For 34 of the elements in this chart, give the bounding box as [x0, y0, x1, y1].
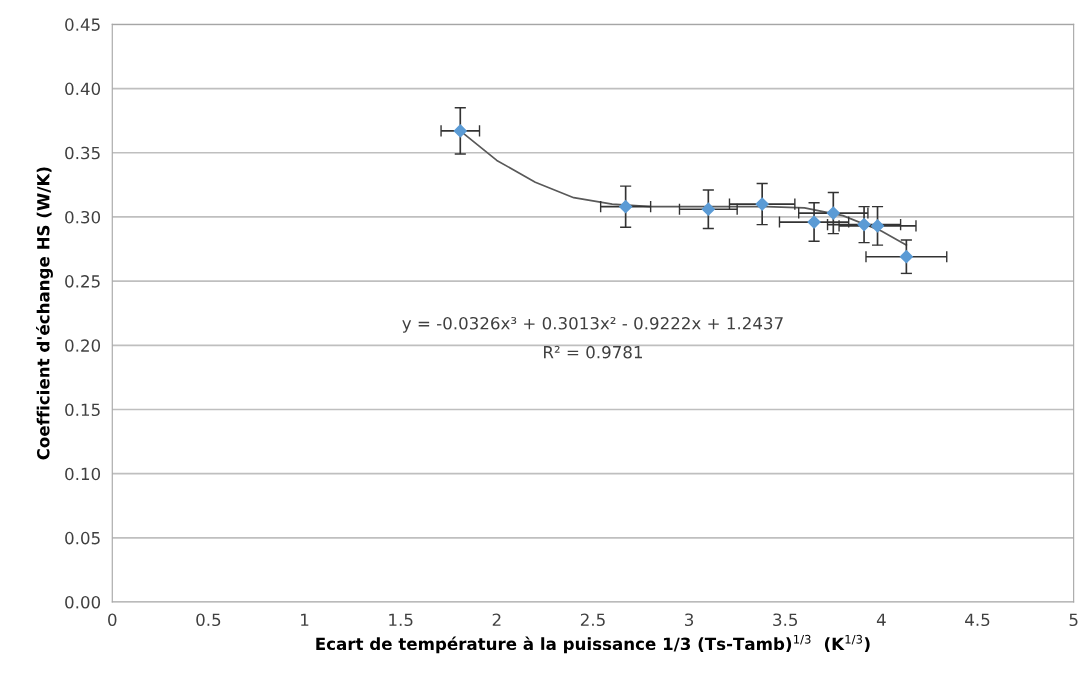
x-tick-label: 2.5 [580, 613, 605, 627]
point [701, 202, 715, 216]
x-tick-label: 0 [108, 613, 117, 627]
point [619, 200, 633, 214]
x-tick-label: 4.5 [965, 613, 990, 627]
y-tick-label: 0.25 [65, 275, 100, 288]
y-tick-label: 0.15 [65, 403, 100, 417]
x-tick-label: 5 [1069, 613, 1078, 627]
x-tick-label: 2 [492, 613, 501, 626]
x-tick-label: 4 [876, 613, 886, 626]
point [826, 206, 840, 220]
y-tick-label: 0.10 [65, 467, 101, 481]
x-tick-label: 1.5 [389, 613, 413, 627]
x-tick-label: 3.5 [773, 613, 798, 627]
point [807, 215, 821, 229]
point [870, 219, 885, 233]
point [755, 197, 769, 211]
text: Ecart de température à la puissance 1/3 (Ts-Tamb)$^{1/3}$ (K$^{1/3}$) [316, 634, 870, 654]
y-tick-label: 0.40 [65, 82, 101, 96]
y-tick-label: 0.35 [65, 146, 100, 160]
annotation: y = -0.0326x³ + 0.3013x² - 0.9222x + 1.2437 [402, 316, 783, 333]
point [857, 218, 871, 232]
y-tick-label: 0.30 [65, 210, 101, 224]
x-tick-label: 3 [685, 613, 694, 627]
x-tick-label: 1 [301, 613, 309, 626]
y-tick-label: 0.45 [65, 18, 100, 31]
x-tick-label: 0.5 [196, 613, 221, 627]
point [899, 250, 913, 264]
y-axis-title: Coefficient d'échange HS (W/K) [36, 167, 53, 460]
annotation: R² = 0.9781 [544, 345, 642, 359]
y-tick-label: 0.20 [65, 339, 101, 352]
y-tick-label: 0.00 [65, 596, 101, 609]
point [453, 124, 467, 138]
y-tick-label: 0.05 [65, 531, 100, 545]
